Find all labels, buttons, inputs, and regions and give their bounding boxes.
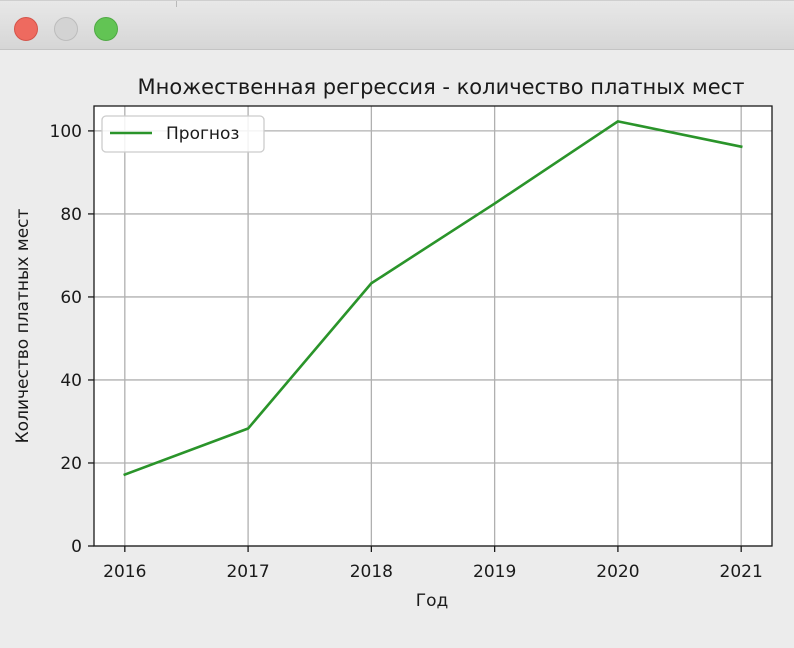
legend-box — [101, 115, 265, 153]
chart-legend: Прогноз — [101, 115, 265, 153]
regression-line-chart: 2016 2017 2018 2019 2020 2021 0 20 40 60 80 100 Мно… — [13, 75, 773, 611]
x-tick-label-2021: 2021 — [720, 562, 763, 582]
plot-frame — [93, 105, 773, 547]
y-tick-label-0: 0 — [71, 537, 82, 557]
minimize-window-button[interactable] — [54, 17, 78, 41]
y-tick-label-100: 100 — [50, 122, 82, 142]
y-tick-label-20: 20 — [60, 454, 82, 474]
tick-layer: 2016 2017 2018 2019 2020 2021 0 20 40 60 80 100 — [50, 122, 763, 582]
y-axis-label: Количество платных мест — [13, 209, 33, 444]
maximize-window-button[interactable] — [94, 17, 118, 41]
x-axis-label: Год — [416, 591, 449, 611]
series-line-0 — [123, 120, 743, 477]
titlebar-divider — [176, 1, 177, 7]
window-titlebar — [0, 0, 794, 50]
y-tick-label-60: 60 — [60, 288, 82, 308]
x-tick-label-2018: 2018 — [350, 562, 393, 582]
x-tick-label-2019: 2019 — [473, 562, 516, 582]
series-layer — [123, 120, 743, 477]
legend-label-forecast: Прогноз — [166, 124, 239, 144]
x-tick-label-2016: 2016 — [103, 562, 146, 582]
close-window-button[interactable] — [14, 17, 38, 41]
chart-title: Множественная регрессия - количество пла… — [138, 75, 745, 99]
y-tick-label-80: 80 — [60, 205, 82, 225]
x-tick-label-2020: 2020 — [596, 562, 639, 582]
y-tick-label-40: 40 — [60, 371, 82, 391]
plot-area — [94, 106, 772, 546]
x-tick-label-2017: 2017 — [226, 562, 269, 582]
